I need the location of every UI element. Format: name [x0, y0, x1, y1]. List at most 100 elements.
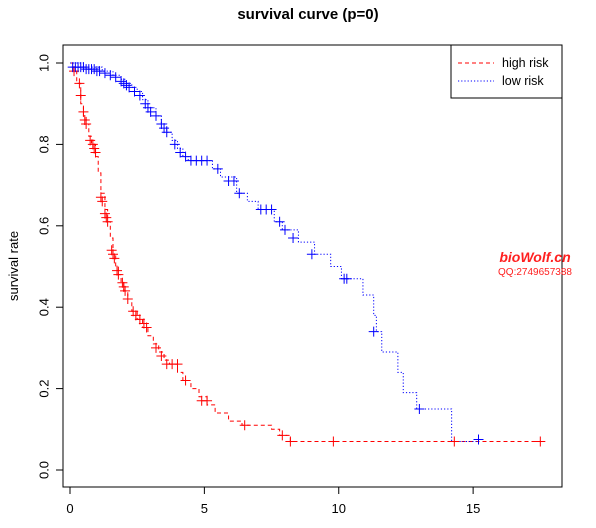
censor-mark-low-risk [306, 249, 317, 260]
censor-mark-low-risk [142, 102, 153, 113]
watermark-qq: QQ:2749657388 [498, 267, 572, 278]
censor-mark-high-risk [128, 306, 139, 317]
censor-mark-low-risk [212, 163, 223, 174]
censor-marks [67, 62, 546, 447]
censor-mark-low-risk [140, 98, 151, 109]
censor-mark-low-risk [94, 66, 105, 77]
censor-mark-high-risk [79, 114, 90, 125]
censor-mark-high-risk [138, 318, 149, 329]
watermark-site: bioWolf.cn [499, 249, 570, 265]
censor-mark-high-risk [239, 420, 250, 431]
censor-mark-low-risk [156, 119, 167, 130]
censor-mark-low-risk [274, 216, 285, 227]
censor-mark-high-risk [74, 78, 85, 89]
x-tick-label: 10 [332, 501, 346, 516]
censor-mark-low-risk [110, 72, 121, 83]
censor-mark-high-risk [87, 139, 98, 150]
censor-mark-low-risk [105, 70, 116, 81]
censor-mark-high-risk [106, 245, 117, 256]
censor-mark-low-risk [280, 224, 290, 235]
series-layer [70, 62, 543, 443]
censor-mark-low-risk [151, 110, 161, 121]
censor-mark-high-risk [78, 106, 89, 117]
censor-mark-high-risk [122, 294, 133, 305]
y-tick-label: 0.8 [37, 135, 52, 153]
censor-mark-high-risk [449, 436, 460, 447]
series-line-high-risk [70, 62, 543, 443]
censor-mark-low-risk [134, 90, 145, 101]
x-tick-label: 0 [66, 501, 73, 516]
censor-mark-high-risk [535, 436, 546, 447]
censor-mark-low-risk [89, 64, 100, 75]
censor-mark-high-risk [134, 314, 145, 325]
y-tick-label: 1.0 [37, 54, 52, 72]
censor-mark-high-risk [180, 375, 191, 386]
censor-mark-high-risk [112, 265, 123, 276]
y-tick-label: 0.6 [37, 217, 52, 235]
censor-mark-high-risk [120, 285, 131, 296]
legend: high risk low risk [450, 44, 563, 99]
censor-mark-high-risk [101, 212, 112, 223]
censor-mark-low-risk [414, 403, 425, 414]
censor-mark-high-risk [156, 351, 167, 362]
censor-mark-high-risk [328, 436, 339, 447]
censor-mark-high-risk [285, 436, 296, 447]
censor-mark-high-risk [172, 359, 183, 370]
censor-mark-high-risk [141, 322, 152, 333]
legend-label-high-risk: high risk [502, 56, 549, 70]
censor-mark-high-risk [202, 395, 213, 406]
censor-mark-low-risk [473, 434, 484, 445]
censor-mark-high-risk [85, 135, 96, 146]
plot-frame [62, 44, 563, 488]
censor-mark-high-risk [113, 269, 124, 280]
censor-mark-low-risk [341, 273, 352, 284]
censor-mark-high-risk [69, 66, 80, 77]
y-tick-label: 0.2 [37, 380, 52, 398]
y-axis-label: survival rate [6, 231, 21, 301]
censor-mark-high-risk [75, 90, 86, 101]
x-tick-label: 15 [466, 501, 480, 516]
censor-mark-high-risk [277, 430, 288, 441]
censor-mark-high-risk [95, 192, 106, 203]
censor-mark-low-risk [234, 188, 245, 199]
censor-mark-high-risk [99, 208, 110, 219]
censor-mark-low-risk [169, 139, 180, 150]
censor-mark-low-risk [121, 80, 132, 91]
censor-mark-low-risk [368, 326, 379, 337]
censor-mark-high-risk [130, 310, 141, 321]
series-line-low-risk [70, 62, 479, 443]
censor-mark-high-risk [117, 277, 128, 288]
censor-mark-high-risk [118, 281, 129, 292]
censor-mark-high-risk [109, 253, 120, 264]
censor-mark-low-risk [78, 62, 89, 73]
censor-mark-low-risk [266, 204, 277, 215]
legend-box [450, 44, 563, 99]
censor-mark-low-risk [145, 106, 156, 117]
y-axis: 0.0 0.2 0.4 0.6 0.8 1.0 [37, 54, 64, 479]
censor-mark-low-risk [288, 233, 299, 244]
censor-mark-low-risk [161, 127, 172, 138]
censor-mark-high-risk [90, 147, 101, 158]
censor-mark-high-risk [97, 196, 108, 207]
censor-mark-high-risk [108, 249, 118, 260]
censor-mark-high-risk [151, 342, 161, 353]
censor-mark-low-risk [159, 123, 170, 134]
y-tick-label: 0.4 [37, 298, 52, 316]
censor-mark-low-risk [118, 78, 129, 89]
legend-label-low-risk: low risk [502, 74, 544, 88]
censor-mark-low-risk [175, 147, 186, 158]
censor-mark-low-risk [99, 68, 110, 79]
censor-mark-low-risk [129, 86, 140, 97]
y-tick-label: 0.0 [37, 461, 52, 479]
censor-mark-low-risk [180, 151, 191, 162]
x-tick-label: 5 [201, 501, 208, 516]
x-axis: 0 5 10 15 [66, 486, 480, 516]
censor-mark-high-risk [89, 143, 100, 154]
censor-mark-low-risk [116, 76, 127, 87]
censor-mark-high-risk [102, 216, 113, 227]
censor-mark-low-risk [202, 155, 213, 166]
chart-title: survival curve (p=0) [237, 6, 378, 23]
censor-mark-low-risk [124, 82, 135, 93]
censor-mark-high-risk [81, 119, 92, 130]
